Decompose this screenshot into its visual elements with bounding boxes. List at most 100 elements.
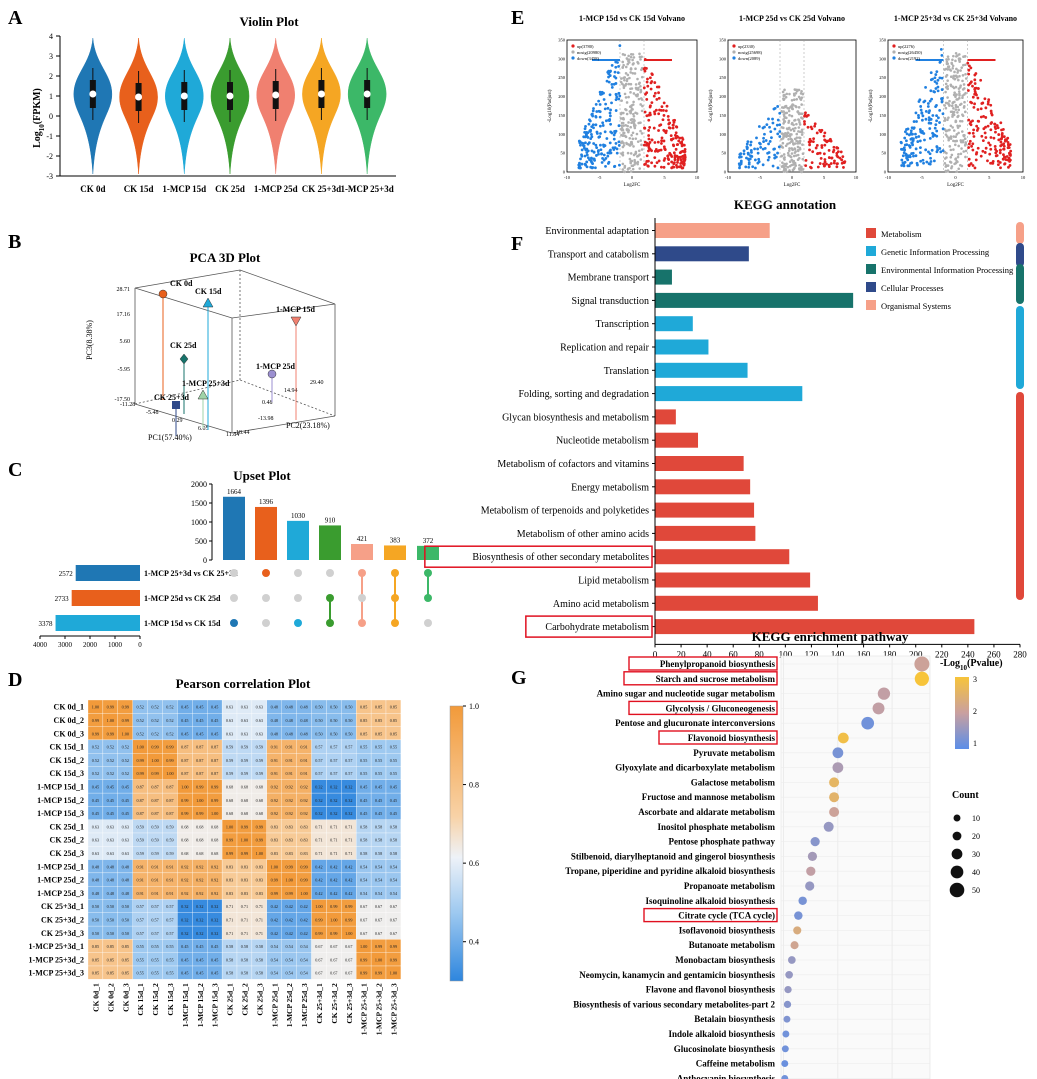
volcano-nosig-1-40 — [783, 158, 786, 161]
volcano-down-0-189 — [594, 103, 598, 106]
volcano-down-1-20 — [778, 111, 782, 115]
volcano-up-2-115 — [987, 98, 991, 102]
heatmap-cell-label-17-12: 0.42 — [271, 931, 278, 936]
heatmap-cell-label-0-2: 0.99 — [122, 705, 129, 710]
volcano-nosig-2-171 — [946, 170, 950, 173]
volcano-nosig-0-70 — [629, 82, 633, 86]
volcano-nosig-1-27 — [791, 139, 794, 143]
kegg-legend-label-4: Organismal Systems — [881, 301, 951, 311]
volcano-up-0-148 — [650, 138, 654, 142]
volcano-up-0-144 — [682, 162, 686, 166]
heatmap-cell-label-15-10: 0.71 — [241, 904, 248, 909]
heatmap-cell-label-7-19: 0.45 — [375, 798, 382, 803]
volcano-up-1-23 — [839, 150, 843, 154]
heatmap-cell-label-10-15: 0.71 — [315, 838, 322, 843]
heatmap-cell-label-16-13: 0.42 — [285, 917, 292, 922]
volcano-nosig-1-135 — [786, 106, 790, 110]
heatmap-cell-label-4-17: 0.57 — [345, 758, 352, 763]
volcano-down-1-52 — [742, 149, 746, 153]
volcano-up-0-166 — [672, 151, 676, 155]
volcano-ytick-1-0: 0 — [724, 170, 727, 175]
volcano-nosig-2-33 — [947, 116, 950, 119]
heatmap-cell-label-13-18: 0.54 — [360, 878, 368, 883]
heatmap-col-label-18: 1-MCP 25+3d_1 — [360, 983, 369, 1035]
volcano-up-0-67 — [648, 111, 652, 115]
volcano-up-2-91 — [999, 140, 1003, 144]
heatmap-cell-label-0-8: 0.45 — [211, 705, 218, 710]
volcano-nosig-2-156 — [960, 66, 964, 69]
volcano-down-0-103 — [611, 146, 615, 150]
heatmap-cell-label-6-13: 0.92 — [285, 784, 292, 789]
volcano-up-0-64 — [653, 149, 657, 153]
heatmap-cell-label-19-6: 0.45 — [181, 957, 188, 962]
volcano-down-1-22 — [768, 140, 772, 143]
volcano-up-1-58 — [811, 140, 815, 144]
violin-median-1 — [135, 93, 143, 101]
volcano-down-0-149 — [617, 140, 621, 144]
volcano-up-2-66 — [971, 95, 975, 99]
volcano-up-1-82 — [827, 148, 831, 152]
heatmap-cell-label-19-20: 0.99 — [390, 957, 397, 962]
volcano-up-1-13 — [804, 111, 807, 115]
volcano-down-0-179 — [614, 60, 618, 64]
heatmap-cell-label-15-20: 0.67 — [390, 904, 397, 909]
volcano-nosig-2-77 — [949, 148, 953, 152]
kegg-xtick-label-10: 200 — [909, 649, 923, 659]
heatmap-cell-label-13-8: 0.92 — [211, 878, 218, 883]
kegg-legend-swatch-0 — [866, 228, 876, 238]
heatmap-row-label-7: 1-MCP 15d_2 — [37, 796, 84, 805]
heatmap-cell-label-20-13: 0.54 — [285, 971, 293, 976]
kegg-bar-7 — [655, 386, 803, 402]
volcano-nosig-2-99 — [961, 113, 964, 116]
heatmap-cell-label-16-6: 0.32 — [181, 917, 188, 922]
volcano-down-0-169 — [597, 152, 600, 156]
volcano-down-0-185 — [612, 82, 616, 86]
volcano-nosig-2-172 — [952, 93, 956, 97]
volcano-nosig-1-77 — [800, 128, 804, 132]
volcano-down-1-11 — [749, 140, 753, 144]
volcano-down-0-171 — [614, 93, 618, 97]
volcano-nosig-0-124 — [635, 112, 639, 115]
volcano-down-2-168 — [932, 132, 935, 136]
heatmap-cell-label-13-1: 0.48 — [107, 878, 114, 883]
volcano-nosig-1-219 — [781, 161, 784, 164]
volcano-down-0-132 — [588, 118, 591, 122]
kegg-label-4: Transcription — [595, 319, 649, 330]
heatmap-cell-label-3-13: 0.91 — [285, 745, 292, 750]
volcano-down-0-61 — [615, 151, 619, 155]
volcano-up-2-81 — [989, 147, 993, 151]
volcano-nosig-2-63 — [946, 84, 949, 88]
volcano-down-1-51 — [771, 164, 775, 168]
volcano-nosig-0-194 — [633, 119, 636, 123]
volcano-nosig-0-212 — [626, 124, 629, 128]
pvalue-colorbar — [955, 677, 969, 749]
heatmap-cell-label-20-1: 0.85 — [107, 971, 114, 976]
volcano-up-0-109 — [672, 165, 676, 169]
volcano-up-2-165 — [1008, 143, 1012, 146]
volcano-nosig-1-157 — [782, 94, 786, 98]
volcano-up-2-149 — [983, 97, 987, 101]
heatmap-cell-label-20-20: 1.00 — [390, 971, 397, 976]
volcano-up-2-155 — [995, 154, 999, 157]
heatmap-cell-label-0-18: 0.85 — [360, 705, 367, 710]
heatmap-cell-label-5-12: 0.91 — [271, 771, 278, 776]
volcano-up-0-117 — [681, 149, 684, 153]
violin-median-6 — [363, 90, 371, 98]
volcano-nosig-2-113 — [955, 93, 958, 96]
volcano-nosig-0-99 — [634, 150, 638, 154]
volcano-down-2-68 — [933, 76, 937, 80]
volcano-nosig-1-39 — [793, 142, 797, 145]
volcano-up-2-153 — [979, 115, 983, 119]
upset-ytick-label-2: 1000 — [191, 518, 207, 527]
volcano-up-0-189 — [658, 124, 661, 127]
heatmap-cell-label-19-0: 0.85 — [92, 957, 99, 962]
volcano-nosig-1-19 — [787, 149, 791, 152]
volcano-up-0-47 — [679, 141, 683, 145]
volcano-nosig-2-168 — [948, 128, 951, 132]
heatmap-cell-label-10-14: 0.83 — [300, 838, 307, 843]
heatmap-cell-label-7-6: 0.99 — [181, 798, 188, 803]
volcano-nosig-2-153 — [961, 96, 964, 100]
heatmap-cell-label-13-15: 0.42 — [315, 878, 322, 883]
